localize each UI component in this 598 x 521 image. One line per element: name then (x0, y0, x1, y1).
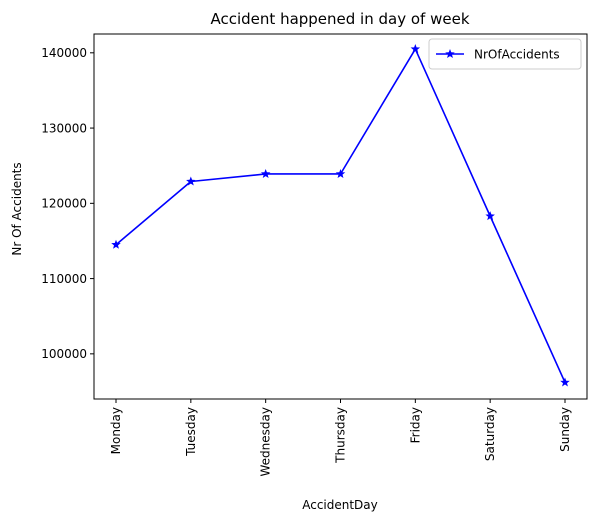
data-point-marker (485, 211, 495, 221)
y-tick-label: 130000 (41, 121, 87, 135)
plot-area (111, 44, 570, 387)
y-tick-label: 110000 (41, 272, 87, 286)
x-tick-label: Monday (109, 407, 123, 454)
data-point-marker (410, 44, 421, 54)
legend-box (428, 38, 582, 70)
legend-star-marker (445, 49, 455, 59)
y-tick-label: 140000 (41, 46, 87, 60)
chart-title: Accident happened in day of week (211, 10, 470, 28)
x-tick-label: Friday (408, 407, 422, 443)
data-point-marker (260, 168, 271, 179)
data-point-marker (335, 168, 346, 179)
x-tick-label: Sunday (558, 407, 572, 452)
x-tick-label: Wednesday (259, 407, 273, 476)
x-axis-label: AccidentDay (302, 498, 378, 512)
x-tick-label: Thursday (334, 407, 348, 464)
y-tick-label: 120000 (41, 197, 87, 211)
data-point-marker (186, 176, 196, 186)
data-point-marker (111, 239, 121, 249)
data-point-marker (560, 377, 570, 387)
y-axis-ticks: 100000 110000 120000 130000 140000 (41, 46, 94, 361)
x-axis-ticks: Monday Tuesday Wednesday Thursday Friday Satu… (109, 399, 572, 476)
plot-frame (93, 33, 588, 400)
x-tick-label: Saturday (483, 407, 497, 461)
x-tick-label: Tuesday (184, 407, 198, 457)
legend: NrOfAccidents (428, 38, 582, 70)
y-axis-label: Nr Of Accidents (10, 162, 24, 255)
y-tick-label: 100000 (41, 347, 87, 361)
legend-label: NrOfAccidents (474, 48, 560, 62)
series-line (115, 48, 566, 383)
